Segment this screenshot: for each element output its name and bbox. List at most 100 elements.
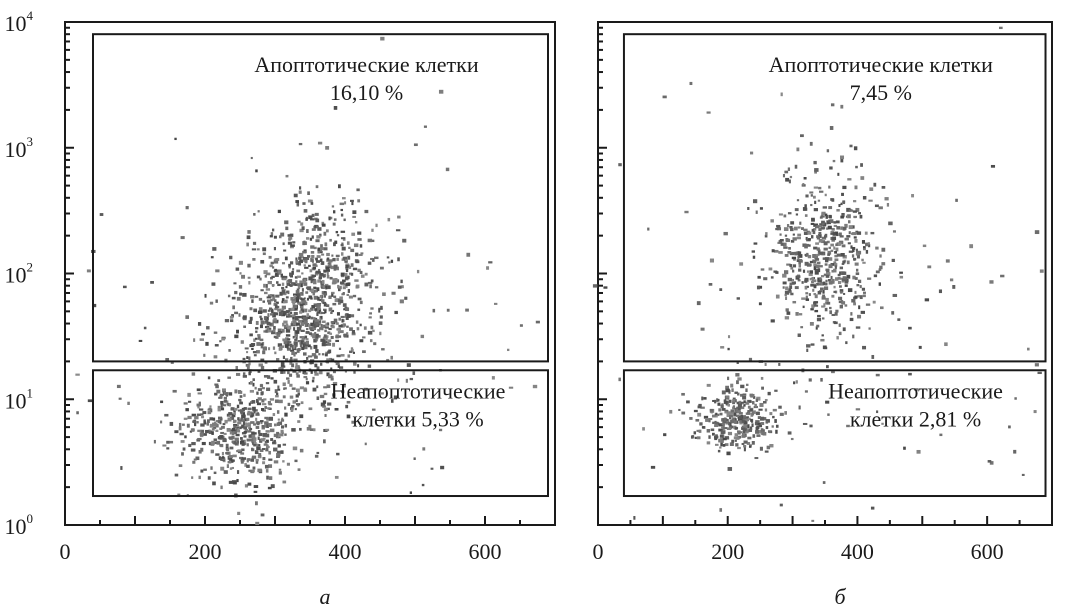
event-dot <box>852 275 856 280</box>
event-dot <box>303 241 307 246</box>
event-dot <box>312 334 316 339</box>
event-dot <box>734 420 738 424</box>
event-dot <box>278 399 283 404</box>
event-dot <box>803 207 808 211</box>
event-dot <box>231 314 234 318</box>
event-dot <box>291 405 295 408</box>
event-dot <box>778 251 783 254</box>
event-dot <box>830 243 834 247</box>
event-dot <box>969 244 974 249</box>
event-dot <box>806 270 810 273</box>
event-dot <box>438 428 443 432</box>
event-dot <box>268 416 274 421</box>
event-dot <box>731 439 735 443</box>
y-tick-base: 10 <box>5 137 27 162</box>
event-dot <box>805 236 808 241</box>
event-dot <box>288 236 293 240</box>
event-dot <box>293 311 298 316</box>
event-dot <box>169 421 174 426</box>
event-dot <box>331 254 334 257</box>
event-dot <box>268 255 272 259</box>
event-dot <box>296 366 301 369</box>
event-dot <box>747 207 750 210</box>
event-dot <box>325 323 328 326</box>
event-dot <box>808 238 811 241</box>
event-dot <box>842 276 846 279</box>
event-dot <box>336 452 340 456</box>
event-dot <box>339 281 345 285</box>
event-dot <box>791 256 797 260</box>
event-dot <box>790 437 794 441</box>
event-dot <box>93 303 97 308</box>
event-dot <box>229 430 232 435</box>
event-dot <box>271 294 275 297</box>
event-dot <box>840 202 843 206</box>
event-dot <box>301 336 305 340</box>
event-dot <box>252 466 256 470</box>
event-dot <box>297 403 300 407</box>
event-dot <box>778 362 781 366</box>
event-dot <box>166 440 170 444</box>
event-dot <box>827 250 832 255</box>
event-dot <box>864 231 868 235</box>
event-dot <box>262 457 266 461</box>
event-dot <box>790 227 794 232</box>
event-dot <box>854 185 858 190</box>
event-dot <box>786 224 790 228</box>
event-dot <box>400 279 403 284</box>
gate-apoptotic-label: 16,10 % <box>330 80 403 105</box>
event-dot <box>850 245 853 249</box>
event-dot <box>813 228 817 231</box>
event-dot <box>989 280 994 284</box>
event-dot <box>287 313 291 317</box>
event-dot <box>352 267 358 271</box>
event-dot <box>280 450 284 454</box>
event-dot <box>197 437 202 441</box>
event-dot <box>747 400 752 403</box>
event-dot <box>304 343 309 347</box>
event-dot <box>243 435 247 438</box>
event-dot <box>248 402 251 406</box>
event-dot <box>190 428 195 432</box>
event-dot <box>293 358 298 362</box>
event-dot <box>735 373 740 377</box>
event-dot <box>333 264 338 269</box>
event-dot <box>330 377 334 381</box>
event-dot <box>793 257 796 261</box>
event-dot <box>264 274 267 278</box>
event-dot <box>262 437 266 440</box>
event-dot <box>696 429 699 432</box>
event-dot <box>851 298 856 303</box>
event-dot <box>650 465 656 469</box>
event-dot <box>236 404 240 409</box>
event-dot <box>241 448 245 452</box>
event-dot <box>250 415 254 418</box>
event-dot <box>306 229 309 233</box>
event-dot <box>810 222 815 225</box>
event-dot <box>323 308 327 311</box>
event-dot <box>788 247 791 250</box>
event-dot <box>812 254 816 258</box>
event-dot <box>507 348 510 352</box>
event-dot <box>324 242 328 247</box>
event-dot <box>198 475 201 480</box>
event-dot <box>300 222 304 226</box>
event-dot <box>829 166 833 170</box>
event-dot <box>390 399 394 403</box>
event-dot <box>237 421 242 425</box>
event-dot <box>289 362 293 365</box>
event-dot <box>288 266 291 269</box>
event-dot <box>257 430 261 434</box>
event-dot <box>243 431 247 434</box>
event-dot <box>299 305 304 309</box>
event-dot <box>288 263 291 268</box>
event-dot <box>214 344 219 347</box>
event-dot <box>207 476 211 480</box>
event-dot <box>815 326 818 330</box>
event-dot <box>309 361 312 365</box>
event-dot <box>769 412 773 416</box>
event-dot <box>255 330 258 333</box>
event-dot <box>295 296 300 300</box>
event-dot <box>250 421 255 424</box>
event-dot <box>232 481 237 485</box>
